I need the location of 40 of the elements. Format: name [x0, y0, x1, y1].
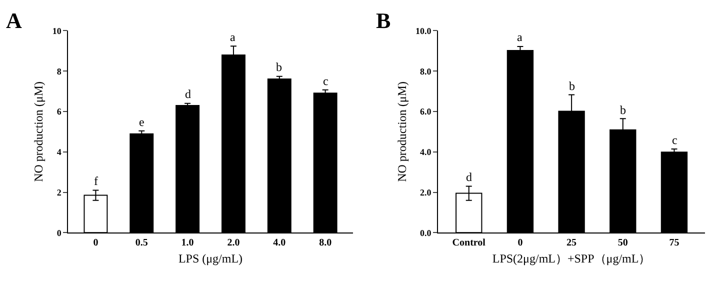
y-tick-label: 10 [52, 26, 62, 36]
y-axis-title: NO production (μM) [32, 81, 46, 182]
annotation: b [276, 60, 282, 74]
annotation: f [94, 174, 98, 188]
annotation: a [517, 30, 523, 44]
annotation: c [672, 133, 678, 147]
y-tick-label: 6 [56, 106, 62, 117]
y-tick-label: 4.0 [420, 147, 432, 158]
x-tick-label: 0 [93, 238, 98, 249]
x-tick-label: 8.0 [319, 238, 332, 249]
x-tick-label: Control [452, 238, 486, 249]
annotation: b [620, 103, 626, 117]
annotation: e [139, 115, 144, 129]
chart-title: B [376, 8, 391, 33]
y-tick-label: 8.0 [420, 66, 432, 76]
x-tick-label: 25 [566, 238, 577, 249]
x-axis-title: LPS(2μg/mL）+SPP（μg/mL） [492, 252, 651, 266]
x-tick-label: 4.0 [273, 238, 286, 249]
y-tick-label: 8 [56, 66, 62, 76]
annotation: a [230, 30, 236, 44]
x-tick-label: 0.5 [135, 238, 148, 249]
y-tick-label: 0.0 [420, 228, 432, 238]
annotation: d [185, 87, 191, 101]
y-tick-label: 4 [56, 147, 62, 158]
x-tick-label: 1.0 [181, 238, 194, 249]
y-axis-title: NO production (μM) [394, 81, 409, 182]
y-tick-label: 10.0 [416, 26, 432, 36]
annotation: d [466, 170, 472, 184]
annotation: c [323, 74, 328, 88]
x-tick-label: 0 [518, 238, 523, 249]
x-tick-label: 50 [618, 238, 628, 249]
annotation: b [569, 79, 575, 93]
y-tick-label: 2 [56, 187, 62, 198]
x-axis-title: LPS (μg/mL) [178, 252, 243, 266]
y-tick-label: 6.0 [420, 106, 432, 117]
y-tick-label: 2.0 [420, 187, 432, 198]
x-tick-label: 2.0 [227, 238, 240, 249]
x-tick-label: 75 [669, 238, 680, 249]
chart-title: A [6, 8, 22, 33]
y-tick-label: 0 [56, 228, 62, 238]
